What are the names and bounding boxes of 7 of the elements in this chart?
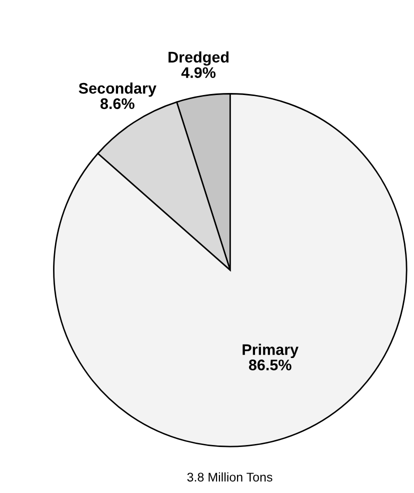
data-label: 8.6% — [100, 98, 134, 110]
data-label: 4.9% — [181, 67, 216, 78]
slice-label: Primary — [242, 344, 298, 358]
text: 3.8 Million Tons — [187, 472, 272, 482]
slice-label: Secondary — [78, 82, 156, 97]
slice-label: Dredged — [168, 51, 229, 66]
data-label: 86.5% — [248, 360, 292, 370]
